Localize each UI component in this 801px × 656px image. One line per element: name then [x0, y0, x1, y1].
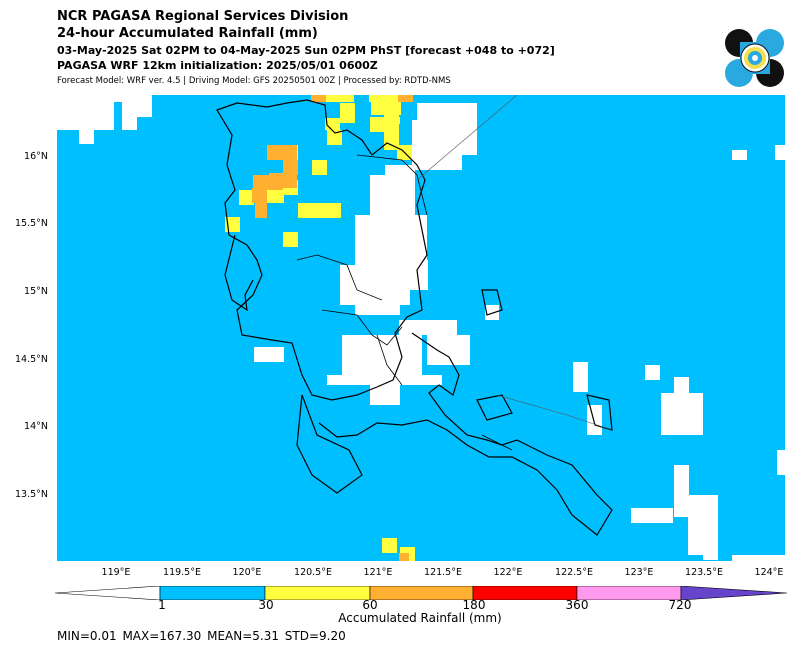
heavy-rain-patch: [399, 553, 409, 561]
sea-boundaries: [416, 95, 613, 431]
longitude-label: 122.5°E: [555, 567, 593, 578]
longitude-label: 121.5°E: [424, 567, 462, 578]
no-rain-patch: [122, 102, 137, 130]
colorbar-segment: [576, 586, 682, 600]
latitude-label: 14.5°N: [14, 354, 48, 365]
colorbar-tick-label: 1: [158, 598, 166, 612]
mindoro-coast: [296, 394, 363, 494]
latitude-label: 15.5°N: [14, 218, 48, 229]
longitude-label: 120°E: [232, 567, 262, 578]
no-rain-patch: [573, 362, 588, 392]
no-rain-patch: [775, 145, 785, 160]
colorbar-segment: [369, 586, 474, 600]
moderate-rain-patch: [327, 130, 342, 145]
moderate-rain-patch: [311, 95, 354, 102]
quezon-coast: [318, 332, 613, 536]
no-rain-areas: [57, 95, 785, 561]
heavy-rain-areas: [252, 95, 413, 561]
moderate-rain-patch: [298, 203, 341, 218]
no-rain-patch: [355, 305, 400, 315]
longitude-label: 119.5°E: [163, 567, 201, 578]
colorbar-segment: [472, 586, 578, 600]
longitude-label: 122°E: [493, 567, 523, 578]
colorbar: [55, 586, 787, 600]
no-rain-patch: [703, 535, 718, 560]
colorbar-tick-label: 30: [258, 598, 274, 612]
no-rain-patch: [732, 150, 747, 160]
no-rain-patch: [432, 130, 477, 155]
no-rain-patch: [645, 365, 660, 380]
moderate-rain-patch: [340, 103, 355, 123]
no-rain-patch: [355, 215, 427, 260]
no-rain-patch: [427, 335, 470, 365]
colorbar-title: Accumulated Rainfall (mm): [338, 611, 502, 625]
no-rain-patch: [340, 265, 410, 305]
forecast-period: 03-May-2025 Sat 02PM to 04-May-2025 Sun …: [57, 44, 555, 57]
bataan-coast: [224, 234, 254, 312]
colorbar-segment: [680, 586, 787, 600]
rainfall-map: [57, 95, 785, 561]
colorbar-segment: [159, 586, 266, 600]
colorbar-segment: [55, 586, 161, 600]
no-rain-patch: [661, 393, 703, 435]
heavy-rain-patch: [269, 173, 297, 188]
heavy-rain-patch: [283, 160, 298, 175]
luzon-coastline: [216, 99, 428, 401]
moderate-rain-patch: [370, 117, 400, 124]
chart-subtitle: 24-hour Accumulated Rainfall (mm): [57, 26, 318, 41]
moderate-rain-patch: [371, 95, 401, 115]
colorbar-tick-label: 180: [462, 598, 486, 612]
no-rain-patch: [587, 405, 602, 435]
longitude-label: 121°E: [363, 567, 393, 578]
moderate-rain-patch: [382, 538, 397, 553]
polillo-coast: [481, 289, 503, 316]
heavy-rain-patch: [311, 95, 326, 102]
initialization-info: PAGASA WRF 12km initialization: 2025/05/…: [57, 59, 378, 72]
no-rain-patch: [327, 375, 442, 385]
no-rain-patch: [397, 335, 417, 380]
moderate-rain-patch: [283, 232, 298, 247]
chart-title: NCR PAGASA Regional Services Division: [57, 9, 349, 24]
heavy-rain-patch: [398, 95, 413, 102]
no-rain-patch: [94, 102, 114, 130]
latitude-label: 13.5°N: [14, 489, 48, 500]
longitude-label: 123°E: [624, 567, 654, 578]
moderate-rain-patch: [312, 160, 327, 175]
latitude-label: 16°N: [24, 151, 48, 162]
colorbar-tick-label: 60: [362, 598, 378, 612]
colorbar-tick-label: 360: [565, 598, 589, 612]
heavy-rain-patch: [252, 188, 267, 203]
no-rain-patch: [399, 320, 457, 335]
no-rain-patch: [254, 347, 284, 362]
rainfall-statistics: MIN=0.01 MAX=167.30 MEAN=5.31 STD=9.20: [57, 629, 346, 643]
colorbar-tick-label: 720: [668, 598, 692, 612]
longitude-label: 119°E: [101, 567, 131, 578]
pagasa-seal-icon: [725, 29, 784, 87]
heavy-rain-patch: [267, 145, 297, 160]
longitude-label: 120.5°E: [294, 567, 332, 578]
moderate-rain-areas: [225, 95, 415, 561]
heavy-rain-patch: [255, 203, 267, 218]
no-rain-patch: [674, 465, 689, 517]
longitude-label: 124°E: [754, 567, 784, 578]
no-rain-patch: [777, 450, 785, 475]
longitude-label: 123.5°E: [685, 567, 723, 578]
no-rain-patch: [57, 95, 152, 102]
no-rain-patch: [137, 102, 152, 117]
latitude-label: 15°N: [24, 286, 48, 297]
no-rain-patch: [401, 260, 428, 290]
moderate-rain-patch: [239, 190, 254, 205]
no-rain-patch: [631, 508, 673, 523]
no-rain-patch: [485, 305, 499, 320]
no-rain-patch: [732, 555, 785, 561]
no-rain-patch: [79, 102, 94, 144]
no-rain-patch: [57, 102, 79, 130]
marinduque-coast: [476, 394, 513, 421]
colorbar-segment: [264, 586, 371, 600]
region-borders: [296, 154, 513, 451]
latitude-label: 14°N: [24, 421, 48, 432]
model-info: Forecast Model: WRF ver. 4.5 | Driving M…: [57, 76, 451, 86]
